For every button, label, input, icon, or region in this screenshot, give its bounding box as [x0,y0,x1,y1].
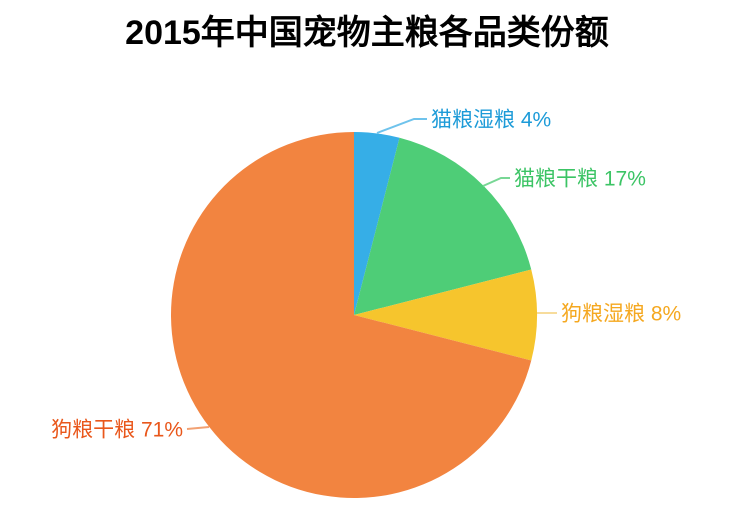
slice-label-dog-dry-food: 狗粮干粮 71% [51,418,183,441]
slice-label-cat-wet-food: 猫粮湿粮 4% [431,108,551,131]
pie-slice-dog-dry-food[interactable] [170,131,532,498]
pie-slice-cat-dry-food[interactable] [354,137,532,315]
chart-title: 2015年中国宠物主粮各品类份额 [125,14,609,52]
leader-line-cat-wet-food [376,118,427,134]
pie-slice-cat-wet-food[interactable] [354,132,400,315]
slice-label-cat-dry-food: 猫粮干粮 17% [514,167,646,190]
pie-slice-dog-wet-food[interactable] [354,269,537,361]
slice-label-dog-wet-food: 狗粮湿粮 8% [561,302,681,325]
leader-line-cat-dry-food [482,177,510,187]
leader-line-dog-dry-food [186,426,210,430]
